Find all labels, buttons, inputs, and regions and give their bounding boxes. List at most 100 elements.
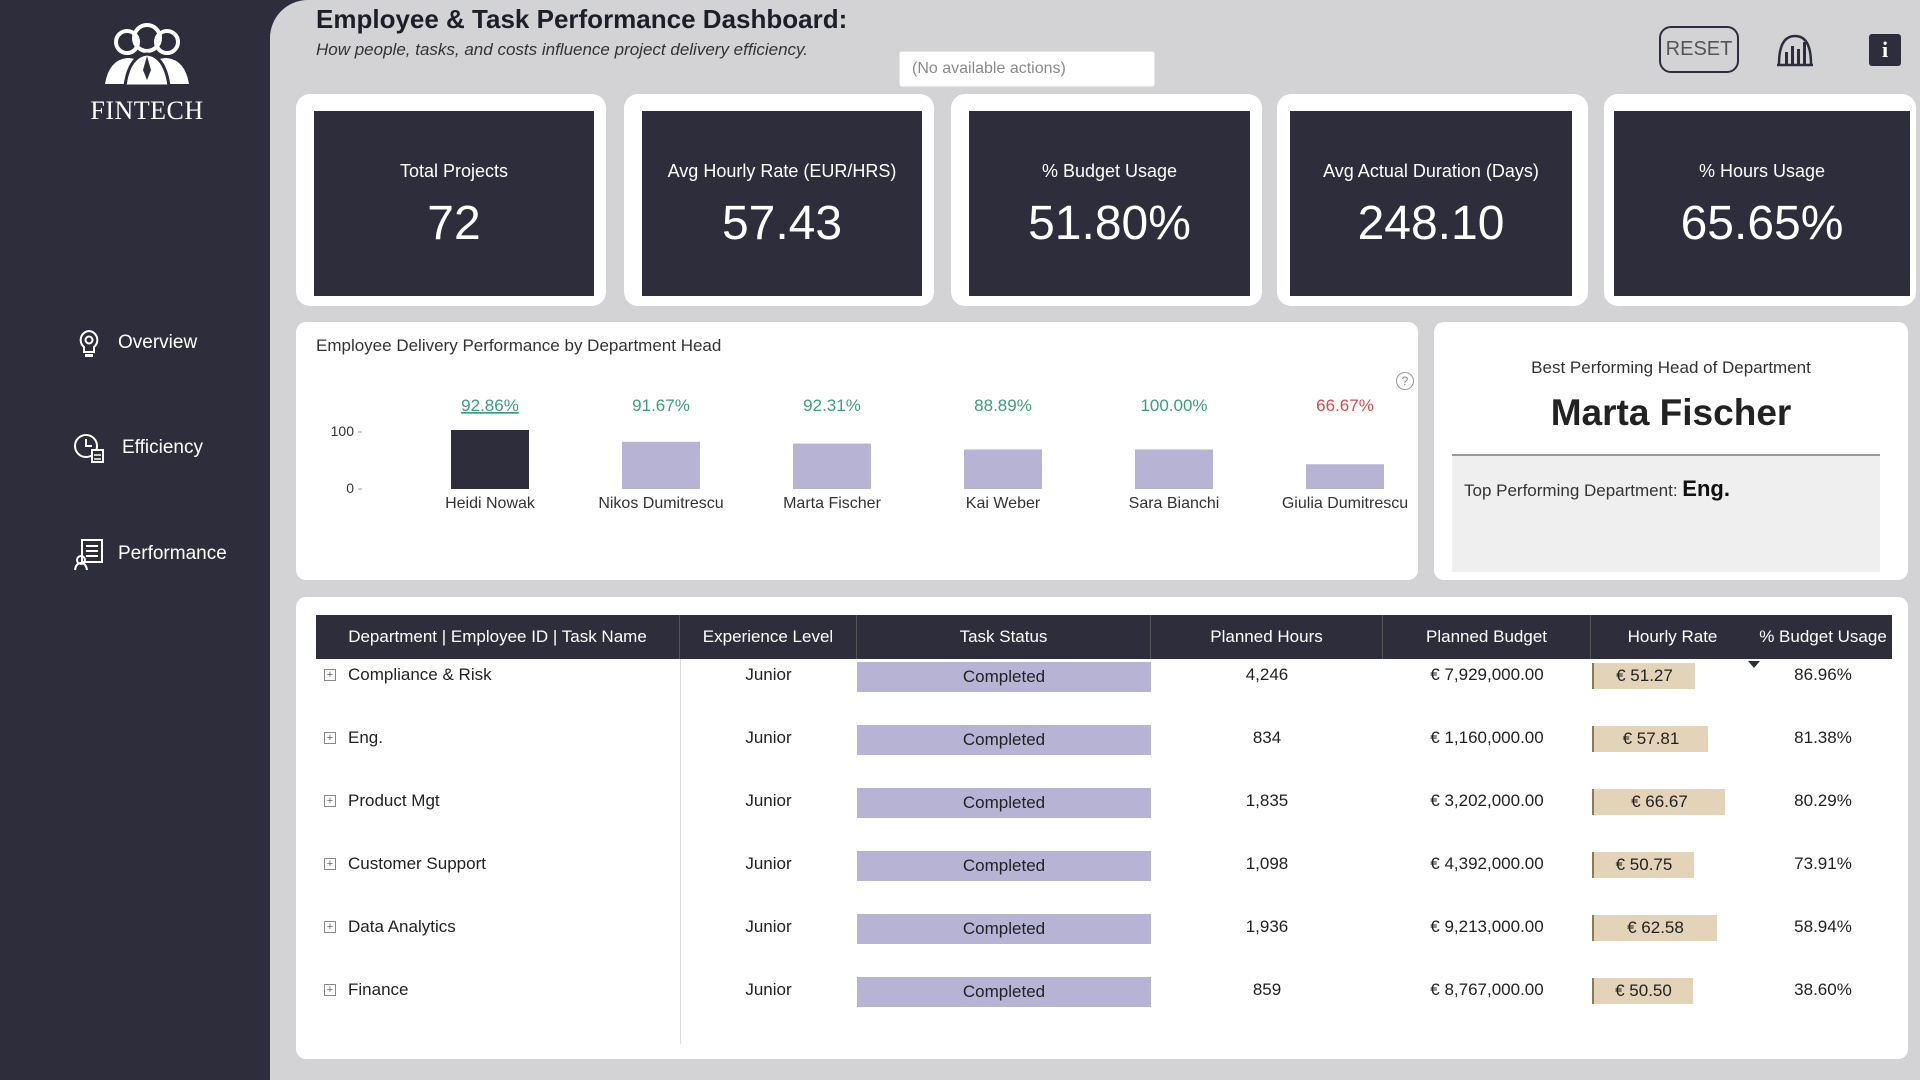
kpi-label: % Budget Usage [1041, 161, 1178, 181]
table-row[interactable]: + Compliance & Risk Junior Completed 4,246 € … [316, 659, 1892, 699]
nav-overview[interactable]: Overview [72, 326, 197, 360]
nav-efficiency[interactable]: Efficiency [72, 431, 203, 465]
x-tick-label: Nikos Dumitrescu [598, 495, 723, 512]
department-cell: Customer Support [348, 854, 486, 873]
experience-cell: Junior [745, 854, 792, 873]
department-cell: Data Analytics [348, 917, 456, 936]
expand-icon[interactable]: + [324, 669, 336, 681]
x-tick-label: Kai Weber [966, 495, 1041, 512]
planned-hours-cell: 1,098 [1245, 854, 1289, 873]
table-row[interactable]: + Eng. Junior Completed 834 € 1,160,000.00 € 5… [316, 722, 1892, 762]
kpi-label: % Hours Usage [1698, 161, 1826, 181]
main-canvas: Employee & Task Performance Dashboard: H… [270, 0, 1920, 1080]
page-title: Employee & Task Performance Dashboard: [316, 4, 848, 34]
info-button[interactable]: i [1869, 34, 1901, 66]
expand-icon[interactable]: + [324, 921, 336, 933]
column-divider [680, 659, 681, 1044]
actions-tooltip: (No available actions) [899, 51, 1155, 87]
expand-icon[interactable]: + [324, 732, 336, 744]
x-tick-label: Heidi Nowak [445, 495, 536, 512]
kpi-card-budget-usage: % Budget Usage 51.80% [951, 94, 1262, 306]
kpi-label: Total Projects [399, 161, 509, 181]
status-cell: Completed [857, 725, 1151, 755]
planned-budget-cell: € 4,392,000.00 [1430, 854, 1544, 873]
kpi-tile: Total Projects 72 [314, 111, 594, 296]
budget-usage-cell: 73.91% [1794, 854, 1852, 873]
clock-efficiency-icon [72, 431, 106, 465]
budget-usage-cell: 58.94% [1794, 917, 1852, 936]
column-header-experience[interactable]: Experience Level [680, 615, 857, 659]
bar-chart: 100 0 92.86% Heidi Nowak 91.67% Nikos Dumitre… [331, 396, 1408, 512]
data-label: 66.67% [1316, 396, 1374, 415]
top-department-value: Eng. [1682, 476, 1730, 501]
kpi-card-avg-hourly-rate: Avg Hourly Rate (EUR/HRS) 57.43 [624, 94, 934, 306]
nav-performance-label: Performance [118, 543, 227, 564]
team-logo-icon [105, 23, 189, 88]
data-label: 92.31% [803, 396, 861, 415]
column-header-status[interactable]: Task Status [857, 615, 1151, 659]
page-subtitle: How people, tasks, and costs influence p… [316, 40, 808, 59]
planned-budget-cell: € 9,213,000.00 [1430, 917, 1544, 936]
kpi-tile: % Hours Usage 65.65% [1614, 111, 1910, 296]
reset-button[interactable]: RESET [1659, 26, 1739, 73]
bar-chart-button[interactable] [1773, 30, 1817, 70]
logo: FINTECH [72, 22, 222, 126]
column-header-department[interactable]: Department | Employee ID | Task Name [316, 615, 680, 659]
kpi-tile: Avg Actual Duration (Days) 248.10 [1290, 111, 1572, 296]
nav-performance[interactable]: Performance [72, 537, 227, 571]
column-header-budget-usage[interactable]: % Budget Usage [1759, 627, 1887, 646]
hourly-rate-cell: € 66.67 [1592, 789, 1725, 815]
experience-cell: Junior [745, 665, 792, 684]
department-cell: Compliance & Risk [348, 665, 492, 684]
bar [622, 441, 700, 489]
table-row[interactable]: + Finance Junior Completed 859 € 8,767,000.00… [316, 974, 1892, 1014]
experience-cell: Junior [745, 791, 792, 810]
planned-hours-cell: 834 [1252, 728, 1282, 747]
expand-icon[interactable]: + [324, 984, 336, 996]
best-performer-label: Best Performing Head of Department [1531, 358, 1811, 377]
y-tick-label: 0 [346, 480, 354, 496]
table-row[interactable]: + Data Analytics Junior Completed 1,936 € 9,2… [316, 911, 1892, 951]
kpi-card-avg-duration: Avg Actual Duration (Days) 248.10 [1277, 94, 1588, 306]
planned-budget-cell: € 8,767,000.00 [1430, 980, 1544, 999]
status-cell: Completed [857, 977, 1151, 1007]
help-icon[interactable]: ? [1396, 372, 1414, 390]
data-label: 88.89% [974, 396, 1032, 415]
hourly-rate-cell: € 51.27 [1592, 663, 1695, 689]
sidebar: FINTECH Overview Efficiency Performance [0, 0, 272, 1080]
table-row[interactable]: + Product Mgt Junior Completed 1,835 € 3,202,… [316, 785, 1892, 825]
delivery-performance-chart-panel: Employee Delivery Performance by Departm… [296, 322, 1418, 580]
column-header-hourly-rate[interactable]: Hourly Rate [1627, 627, 1718, 646]
x-tick-label: Sara Bianchi [1129, 495, 1220, 512]
kpi-label: Avg Actual Duration (Days) [1323, 161, 1539, 181]
performance-table-panel: Department | Employee ID | Task Name Exp… [296, 597, 1908, 1059]
planned-hours-cell: 859 [1252, 980, 1282, 999]
experience-cell: Junior [745, 980, 792, 999]
planned-hours-cell: 1,835 [1245, 791, 1289, 810]
data-label: 92.86% [461, 396, 519, 415]
budget-usage-cell: 86.96% [1794, 665, 1852, 684]
budget-usage-cell: 38.60% [1794, 980, 1852, 999]
expand-icon[interactable]: + [324, 858, 336, 870]
department-cell: Product Mgt [348, 791, 440, 810]
column-header-planned-budget[interactable]: Planned Budget [1383, 615, 1591, 659]
kpi-label: Avg Hourly Rate (EUR/HRS) [667, 161, 897, 181]
experience-cell: Junior [745, 728, 792, 747]
x-tick-label: Giulia Dumitrescu [1282, 495, 1408, 512]
kpi-value: 57.43 [721, 197, 843, 250]
planned-budget-cell: € 1,160,000.00 [1430, 728, 1544, 747]
expand-icon[interactable]: + [324, 795, 336, 807]
column-header-planned-hours[interactable]: Planned Hours [1151, 615, 1383, 659]
kpi-tile: % Budget Usage 51.80% [969, 111, 1250, 296]
y-tick-label: 100 [331, 423, 355, 439]
planned-hours-cell: 4,246 [1245, 665, 1289, 684]
sort-descending-icon[interactable] [1748, 661, 1760, 668]
hourly-rate-cell: € 62.58 [1592, 915, 1717, 941]
department-cell: Eng. [348, 728, 383, 747]
x-tick-label: Marta Fischer [783, 495, 881, 512]
gear-bulb-icon [72, 326, 106, 360]
hourly-rate-cell: € 50.75 [1592, 852, 1694, 878]
kpi-value: 51.80% [1028, 197, 1191, 250]
table-row[interactable]: + Customer Support Junior Completed 1,098 € 4… [316, 848, 1892, 888]
bar [964, 449, 1042, 489]
